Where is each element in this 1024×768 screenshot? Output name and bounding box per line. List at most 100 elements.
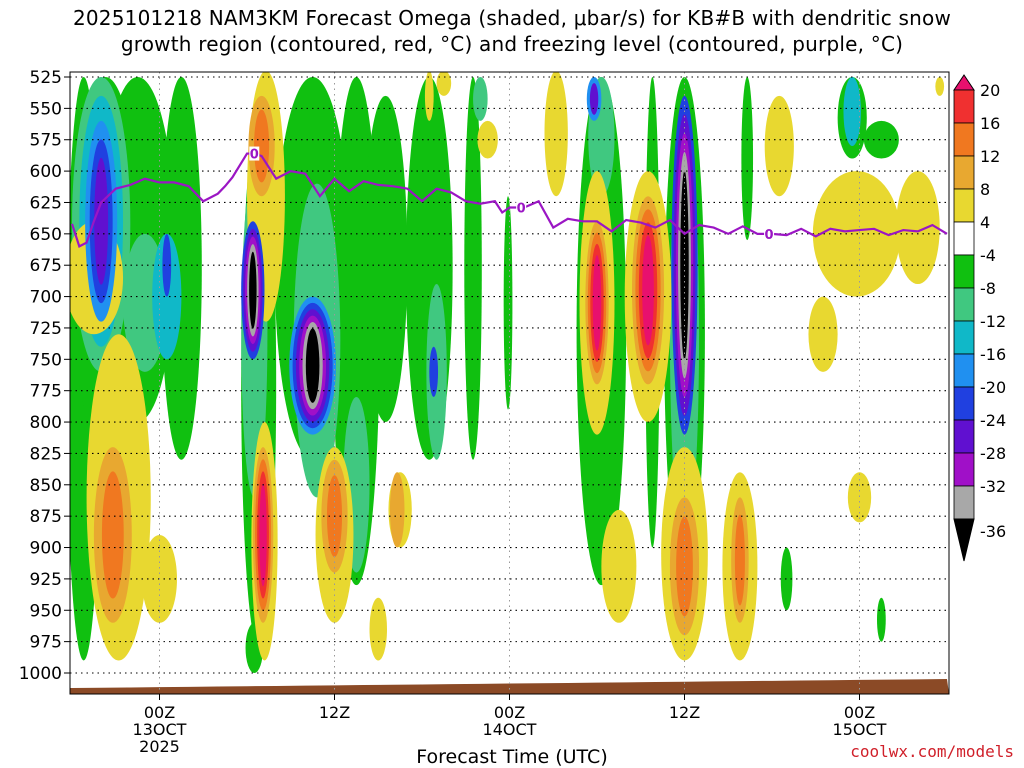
y-tick-label: 850 [30, 476, 62, 496]
contour-label-bg [516, 200, 527, 215]
omega-cell [642, 235, 654, 346]
omega-cell [477, 120, 498, 159]
omega-cell [935, 77, 945, 96]
omega-cell [780, 547, 793, 611]
omega-cell [160, 77, 202, 460]
omega-cell [676, 516, 693, 617]
omega-cell [94, 157, 109, 285]
colorbar-segment [953, 386, 975, 421]
y-tick-label: 1000 [19, 664, 62, 684]
terrain-strip [70, 679, 949, 694]
freezing-level-label: 0 [250, 148, 259, 163]
y-tick-label: 525 [30, 68, 62, 88]
colorbar-segment [953, 254, 975, 289]
colorbar-label: -8 [980, 279, 996, 298]
x-tick-label: 00Z [494, 703, 525, 722]
colorbar-segment [953, 188, 975, 223]
colorbar-label: -28 [980, 444, 1006, 463]
colorbar: 20 16 12 8 4 -4 -8 -12 -16 -20 -24 -28 -32 -36 [953, 74, 1006, 562]
y-tick-label: 650 [30, 225, 62, 245]
omega-cell [741, 77, 754, 241]
colorbar-label: 16 [980, 114, 1000, 133]
colorbar-label: -12 [980, 312, 1006, 331]
terrain-fill [70, 679, 949, 694]
omega-cell [877, 597, 886, 642]
colorbar-label: -36 [980, 522, 1006, 541]
colorbar-segment [953, 287, 975, 322]
colorbar-segment [953, 419, 975, 454]
y-tick-label: 700 [30, 288, 62, 308]
colorbar-segment [953, 155, 975, 190]
omega-cell [589, 83, 599, 115]
omega-cell [305, 328, 320, 403]
freezing-level-line [70, 152, 948, 248]
omega-cell [895, 171, 940, 285]
omega-cell [424, 72, 434, 121]
colorbar-segment [953, 485, 975, 520]
omega-cell [162, 233, 172, 297]
freezing-level-label: 0 [765, 228, 774, 243]
omega-cell [429, 346, 439, 397]
colorbar-label: -20 [980, 378, 1006, 397]
y-tick-label: 750 [30, 350, 62, 370]
omega-cell [363, 95, 408, 423]
y-tick-label: 875 [30, 507, 62, 527]
y-tick-label: 675 [30, 256, 62, 276]
y-axis: 525 550 575 600 625 650 675 700 725 750 775 800 825 8… [19, 68, 70, 684]
omega-cell [592, 255, 602, 351]
freezing-level-contour: 0 0 0 [70, 146, 948, 248]
omega-cell [847, 472, 872, 523]
x-tick-label: 00Z [844, 703, 875, 722]
colorbar-label: 4 [980, 213, 990, 232]
x-axis-title: Forecast Time (UTC) [416, 746, 608, 768]
omega-cell [389, 472, 405, 548]
omega-cell [863, 120, 899, 159]
credit-link[interactable]: coolwx.com/models [850, 742, 1014, 761]
y-tick-label: 550 [30, 99, 62, 119]
omega-cell [101, 471, 124, 599]
x-tick-label: 15OCT [833, 720, 887, 739]
x-tick-label: 2025 [139, 737, 180, 756]
omega-cell [436, 72, 452, 96]
omega-shading [70, 72, 945, 673]
omega-cell [734, 514, 745, 606]
colorbar-segment [953, 353, 975, 388]
colorbar-segment [953, 452, 975, 487]
y-tick-label: 825 [30, 444, 62, 464]
colorbar-extend-top [953, 74, 975, 91]
omega-cell [544, 72, 568, 197]
y-tick-label: 575 [30, 131, 62, 151]
colorbar-segment [953, 122, 975, 157]
omega-cell [369, 597, 387, 661]
y-tick-label: 725 [30, 319, 62, 339]
y-tick-label: 625 [30, 193, 62, 213]
chart-title-line-2: growth region (contoured, red, °C) and f… [120, 32, 904, 56]
x-tick-label: 12Z [319, 703, 350, 722]
y-tick-label: 925 [30, 570, 62, 590]
y-tick-label: 900 [30, 539, 62, 559]
omega-cell [254, 109, 270, 183]
omega-cell [764, 95, 794, 197]
grid-lines [70, 72, 949, 694]
omega-cell [503, 196, 513, 410]
colorbar-segment [953, 89, 975, 124]
x-tick-label: 13OCT [133, 720, 187, 739]
colorbar-segment [953, 320, 975, 355]
omega-cell [734, 616, 752, 648]
omega-cell [259, 483, 267, 587]
omega-cell [464, 77, 482, 460]
omega-cell [808, 296, 838, 372]
x-tick-label: 14OCT [483, 720, 537, 739]
colorbar-segment [953, 221, 975, 256]
omega-cell [843, 77, 861, 147]
colorbar-label: 8 [980, 180, 990, 199]
omega-cell [249, 251, 257, 329]
y-tick-label: 800 [30, 413, 62, 433]
y-tick-label: 775 [30, 382, 62, 402]
colorbar-label: -16 [980, 345, 1006, 364]
omega-cell [601, 509, 637, 623]
freezing-level-label: 0 [517, 201, 526, 216]
chart-title-line-1: 2025101218 NAM3KM Forecast Omega (shaded… [72, 6, 952, 30]
